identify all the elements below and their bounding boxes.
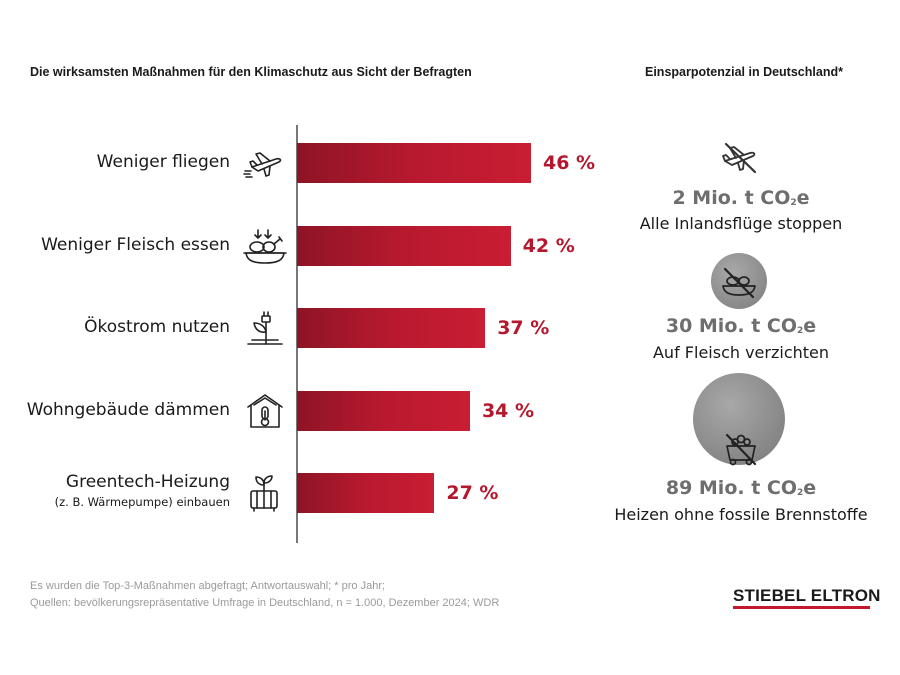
- chart-title: Die wirksamsten Maßnahmen für den Klimas…: [30, 65, 472, 79]
- category-label: Weniger fliegen: [96, 152, 230, 172]
- savings-amount-heating: 89 Mio. t CO2e: [665, 477, 817, 499]
- category-sublabel: (z. B. Wärmepumpe) einbauen: [54, 495, 230, 509]
- stiebel-eltron-logo: STIEBEL ELTRON: [733, 586, 881, 605]
- no-coal-icon: [725, 433, 757, 466]
- footer-sources: Quellen: bevölkerungsrepräsentative Umfr…: [30, 597, 500, 609]
- heater-plant-icon: [250, 475, 278, 512]
- bar-value-label: 27 %: [446, 482, 499, 504]
- savings-amount-meat: 30 Mio. t CO2e: [665, 315, 817, 337]
- bar: [297, 308, 486, 348]
- bar-value-label: 46 %: [543, 152, 596, 174]
- bar: [297, 390, 470, 431]
- category-label: Wohngebäude dämmen: [26, 399, 230, 420]
- bar-value-label: 37 %: [497, 317, 550, 339]
- logo-underline: [733, 606, 870, 609]
- food-bowl-icon: [243, 228, 287, 264]
- bar: [297, 473, 435, 513]
- category-label: Ökostrom nutzen: [84, 317, 230, 337]
- category-label: Weniger Fleisch essen: [41, 234, 230, 255]
- savings-circle-heating: [693, 373, 785, 465]
- no-flight-icon: [722, 142, 757, 174]
- savings-desc-heating: Heizen ohne fossile Brennstoffe: [614, 505, 868, 524]
- category-label: Greentech-Heizung: [65, 472, 230, 492]
- bar-value-label: 42 %: [522, 234, 575, 257]
- bar-value-label: 34 %: [481, 399, 535, 422]
- plant-plug-icon: [247, 311, 283, 345]
- savings-desc-flights: Alle Inlandsflüge stoppen: [639, 214, 843, 233]
- no-meat-icon: [722, 267, 756, 299]
- savings-title: Einsparpotenzial in Deutschland*: [645, 65, 843, 79]
- bar: [297, 143, 531, 183]
- bar: [297, 225, 511, 266]
- airplane-icon: [243, 152, 282, 178]
- savings-amount-flights: 2 Mio. t CO2e: [672, 187, 810, 209]
- savings-desc-meat: Auf Fleisch verzichten: [652, 343, 830, 362]
- y-axis-line: [296, 125, 298, 543]
- house-thermometer-icon: [247, 393, 283, 428]
- footer-note: Es wurden die Top-3-Maßnahmen abgefragt;…: [30, 580, 386, 592]
